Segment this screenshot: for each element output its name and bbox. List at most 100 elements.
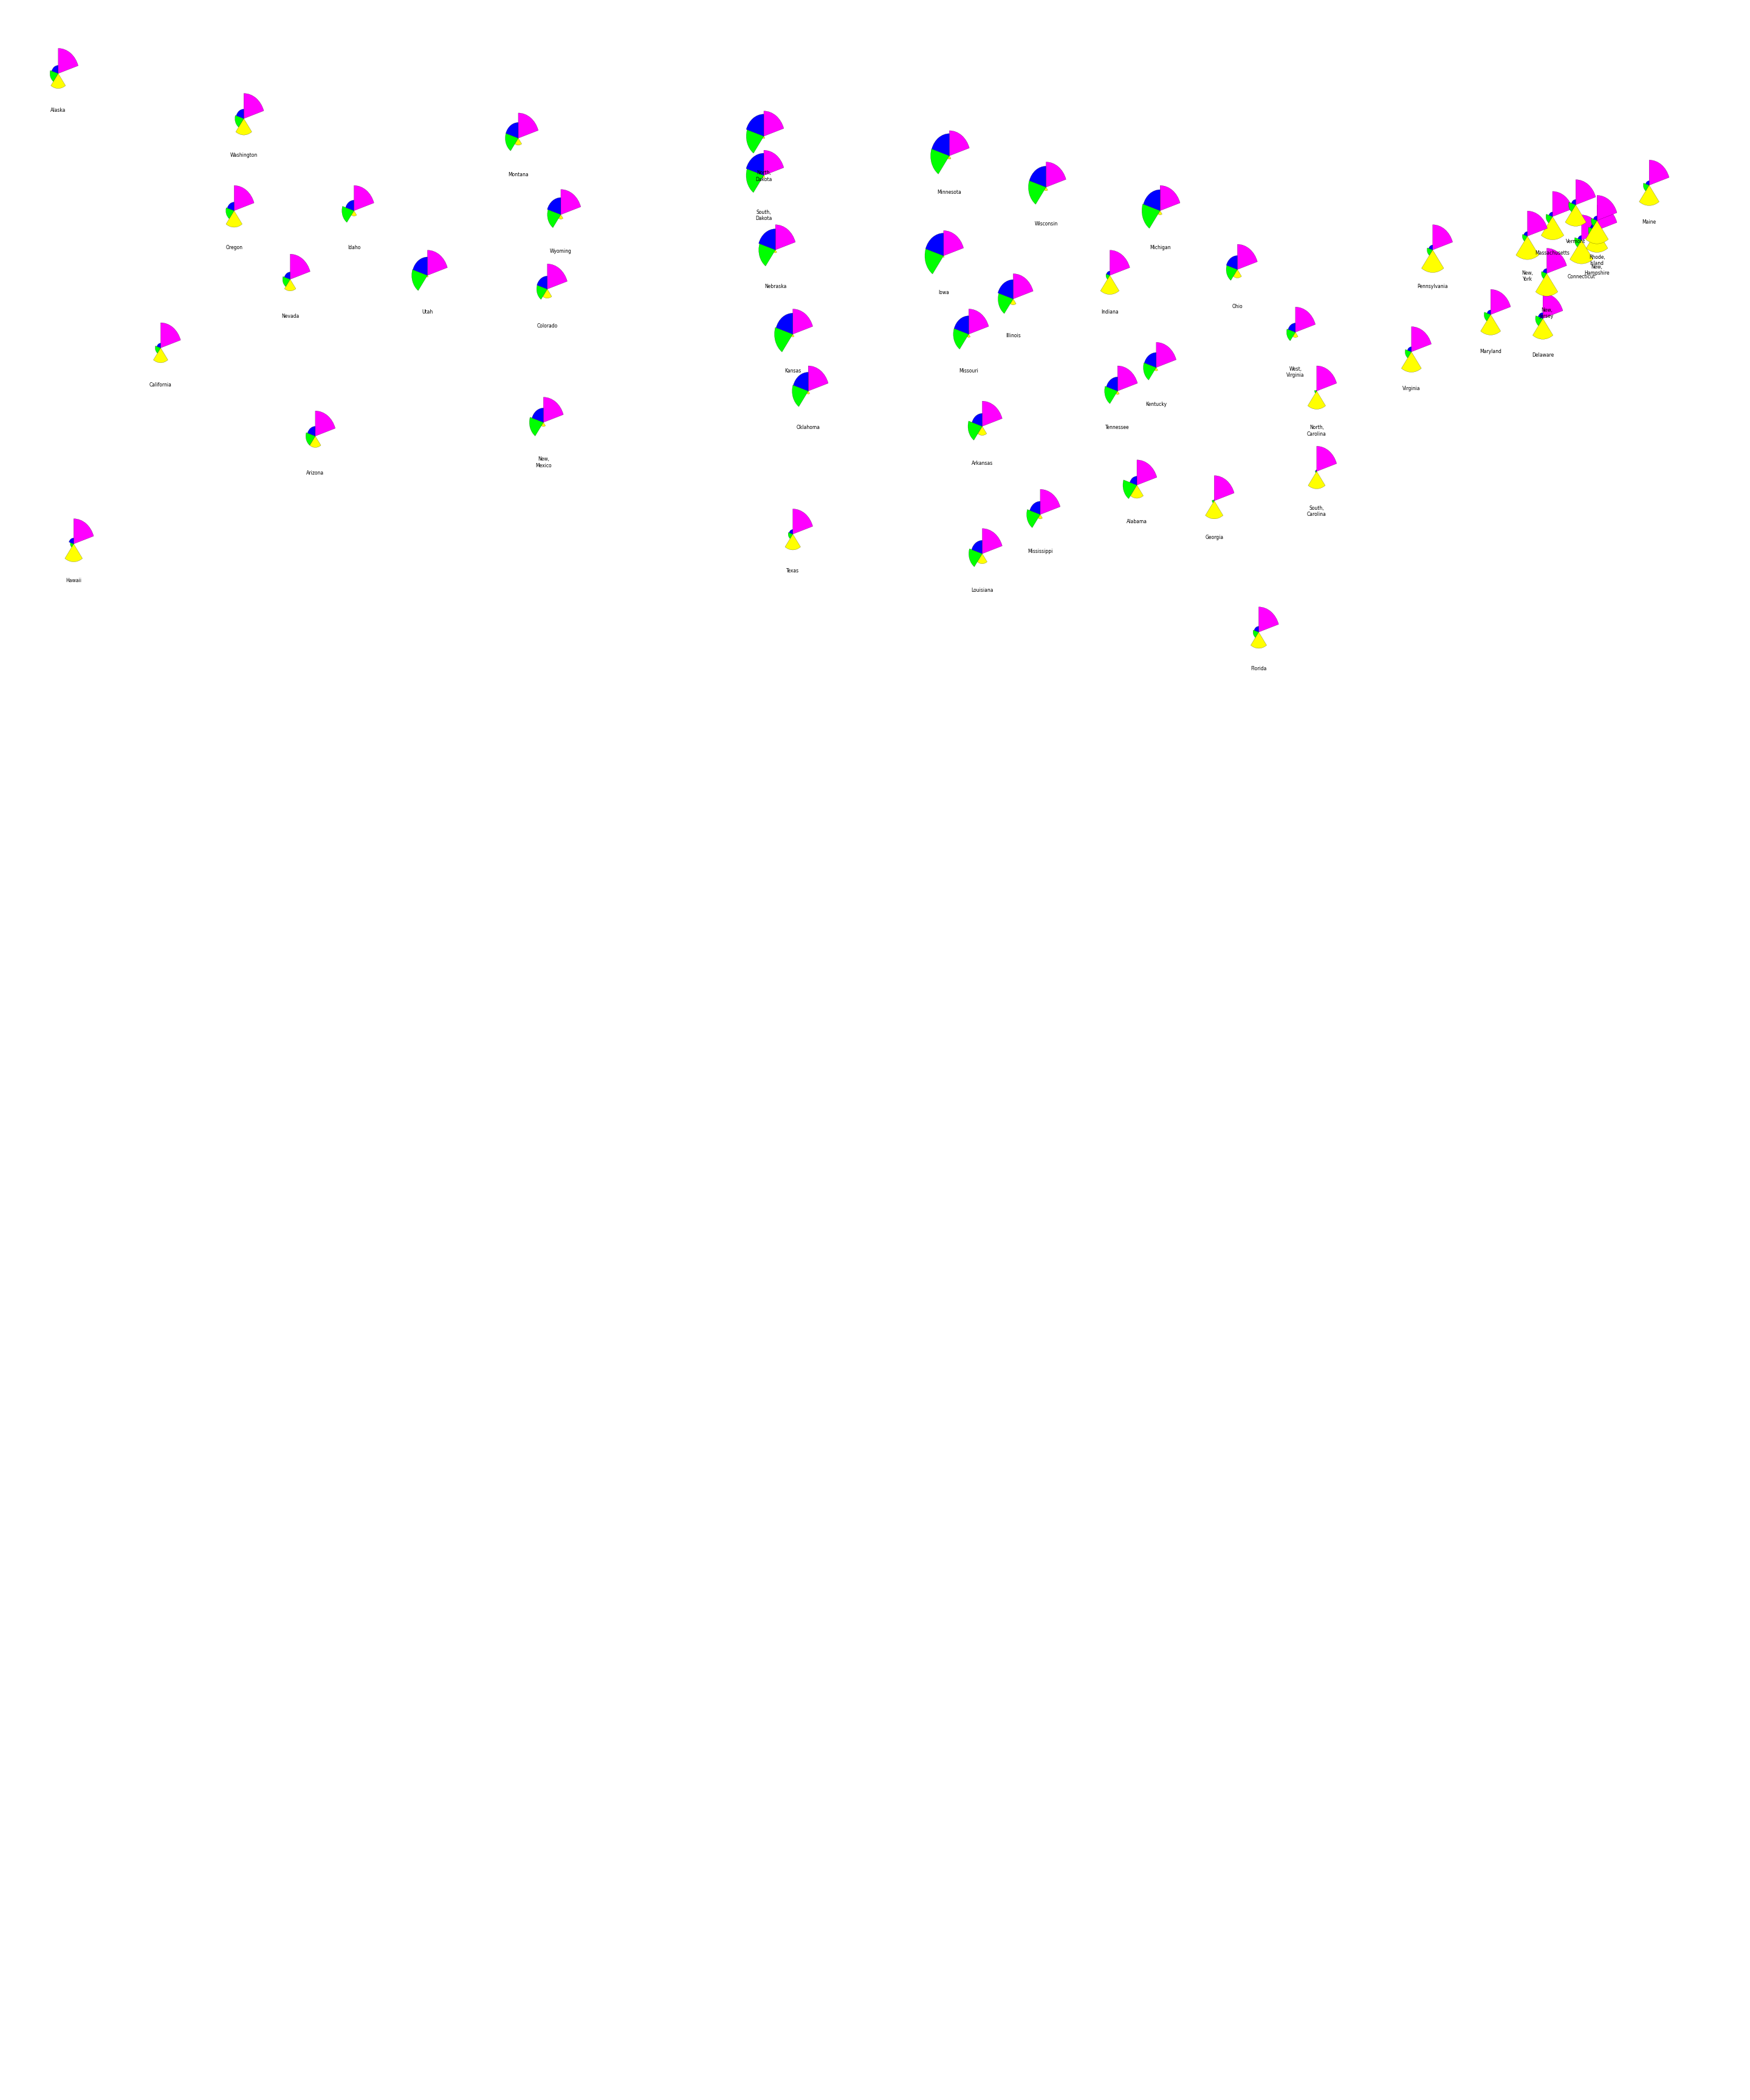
Wedge shape (971, 540, 982, 554)
Wedge shape (763, 151, 784, 176)
Text: Utah: Utah (422, 309, 432, 315)
Text: Alaska: Alaska (51, 107, 66, 113)
Wedge shape (1528, 210, 1547, 235)
Text: Alabama: Alabama (1127, 519, 1148, 525)
Text: New,
Mexico: New, Mexico (535, 456, 551, 468)
Wedge shape (1013, 273, 1032, 298)
Wedge shape (793, 508, 812, 533)
Wedge shape (971, 414, 982, 426)
Wedge shape (745, 130, 763, 153)
Text: Indiana: Indiana (1101, 309, 1118, 315)
Wedge shape (1307, 391, 1325, 410)
Wedge shape (1160, 185, 1180, 210)
Wedge shape (1040, 489, 1060, 514)
Wedge shape (931, 134, 948, 155)
Text: Ohio: Ohio (1232, 304, 1242, 309)
Wedge shape (1045, 187, 1048, 191)
Wedge shape (74, 519, 94, 544)
Wedge shape (791, 334, 794, 336)
Wedge shape (1130, 477, 1138, 485)
Wedge shape (537, 286, 548, 300)
Wedge shape (1046, 162, 1066, 187)
Text: Mississippi: Mississippi (1027, 548, 1054, 554)
Wedge shape (763, 176, 765, 179)
Wedge shape (1545, 214, 1552, 223)
Wedge shape (1412, 328, 1432, 353)
Wedge shape (1484, 313, 1491, 321)
Wedge shape (1316, 365, 1337, 391)
Wedge shape (982, 529, 1003, 554)
Wedge shape (1586, 220, 1608, 244)
Wedge shape (775, 225, 794, 250)
Wedge shape (1572, 199, 1575, 206)
Wedge shape (51, 71, 58, 82)
Wedge shape (52, 65, 58, 74)
Wedge shape (793, 309, 812, 334)
Wedge shape (760, 229, 775, 250)
Wedge shape (745, 113, 763, 136)
Wedge shape (352, 210, 357, 216)
Text: Delaware: Delaware (1531, 353, 1554, 357)
Text: Wyoming: Wyoming (550, 248, 572, 254)
Wedge shape (226, 210, 241, 227)
Wedge shape (236, 109, 243, 118)
Text: South,
Dakota: South, Dakota (756, 210, 772, 220)
Wedge shape (982, 401, 1003, 426)
Wedge shape (1522, 235, 1528, 241)
Wedge shape (506, 134, 518, 151)
Wedge shape (1227, 265, 1237, 281)
Wedge shape (1586, 231, 1608, 252)
Wedge shape (1029, 502, 1039, 514)
Wedge shape (1101, 275, 1120, 294)
Wedge shape (341, 206, 353, 223)
Text: North,
Dakota: North, Dakota (756, 170, 772, 183)
Wedge shape (1421, 250, 1444, 273)
Wedge shape (282, 277, 290, 286)
Text: Rhode,
Island: Rhode, Island (1589, 254, 1605, 267)
Wedge shape (1645, 181, 1648, 185)
Wedge shape (427, 250, 448, 275)
Wedge shape (786, 533, 800, 550)
Wedge shape (1143, 363, 1157, 380)
Text: Arizona: Arizona (306, 470, 324, 475)
Text: Nevada: Nevada (282, 313, 299, 319)
Wedge shape (970, 309, 989, 334)
Wedge shape (968, 334, 970, 338)
Wedge shape (226, 208, 234, 218)
Wedge shape (1402, 353, 1421, 372)
Wedge shape (156, 346, 161, 353)
Wedge shape (1158, 210, 1162, 214)
Wedge shape (1124, 481, 1138, 498)
Wedge shape (1480, 315, 1501, 336)
Wedge shape (968, 420, 982, 441)
Wedge shape (1428, 246, 1433, 250)
Text: Wisconsin: Wisconsin (1034, 220, 1057, 227)
Wedge shape (506, 122, 518, 139)
Wedge shape (1578, 235, 1582, 239)
Wedge shape (948, 130, 969, 155)
Text: Tennessee: Tennessee (1106, 424, 1129, 430)
Wedge shape (308, 426, 315, 437)
Wedge shape (1533, 319, 1552, 340)
Text: Maine: Maine (1642, 218, 1655, 225)
Text: New,
Hampshire: New, Hampshire (1584, 265, 1610, 275)
Wedge shape (1206, 500, 1223, 519)
Wedge shape (1316, 445, 1337, 470)
Wedge shape (537, 275, 548, 290)
Wedge shape (1029, 181, 1046, 204)
Wedge shape (154, 349, 168, 363)
Wedge shape (1237, 244, 1258, 269)
Wedge shape (1253, 630, 1258, 638)
Wedge shape (1535, 315, 1544, 325)
Wedge shape (1258, 607, 1279, 632)
Wedge shape (234, 116, 243, 128)
Wedge shape (1157, 342, 1176, 367)
Wedge shape (1640, 185, 1659, 206)
Wedge shape (1104, 386, 1118, 403)
Wedge shape (926, 233, 943, 256)
Text: Iowa: Iowa (938, 290, 948, 296)
Wedge shape (1575, 181, 1596, 206)
Wedge shape (1407, 346, 1412, 353)
Text: Georgia: Georgia (1206, 535, 1223, 540)
Text: Pennsylvania: Pennsylvania (1418, 284, 1447, 290)
